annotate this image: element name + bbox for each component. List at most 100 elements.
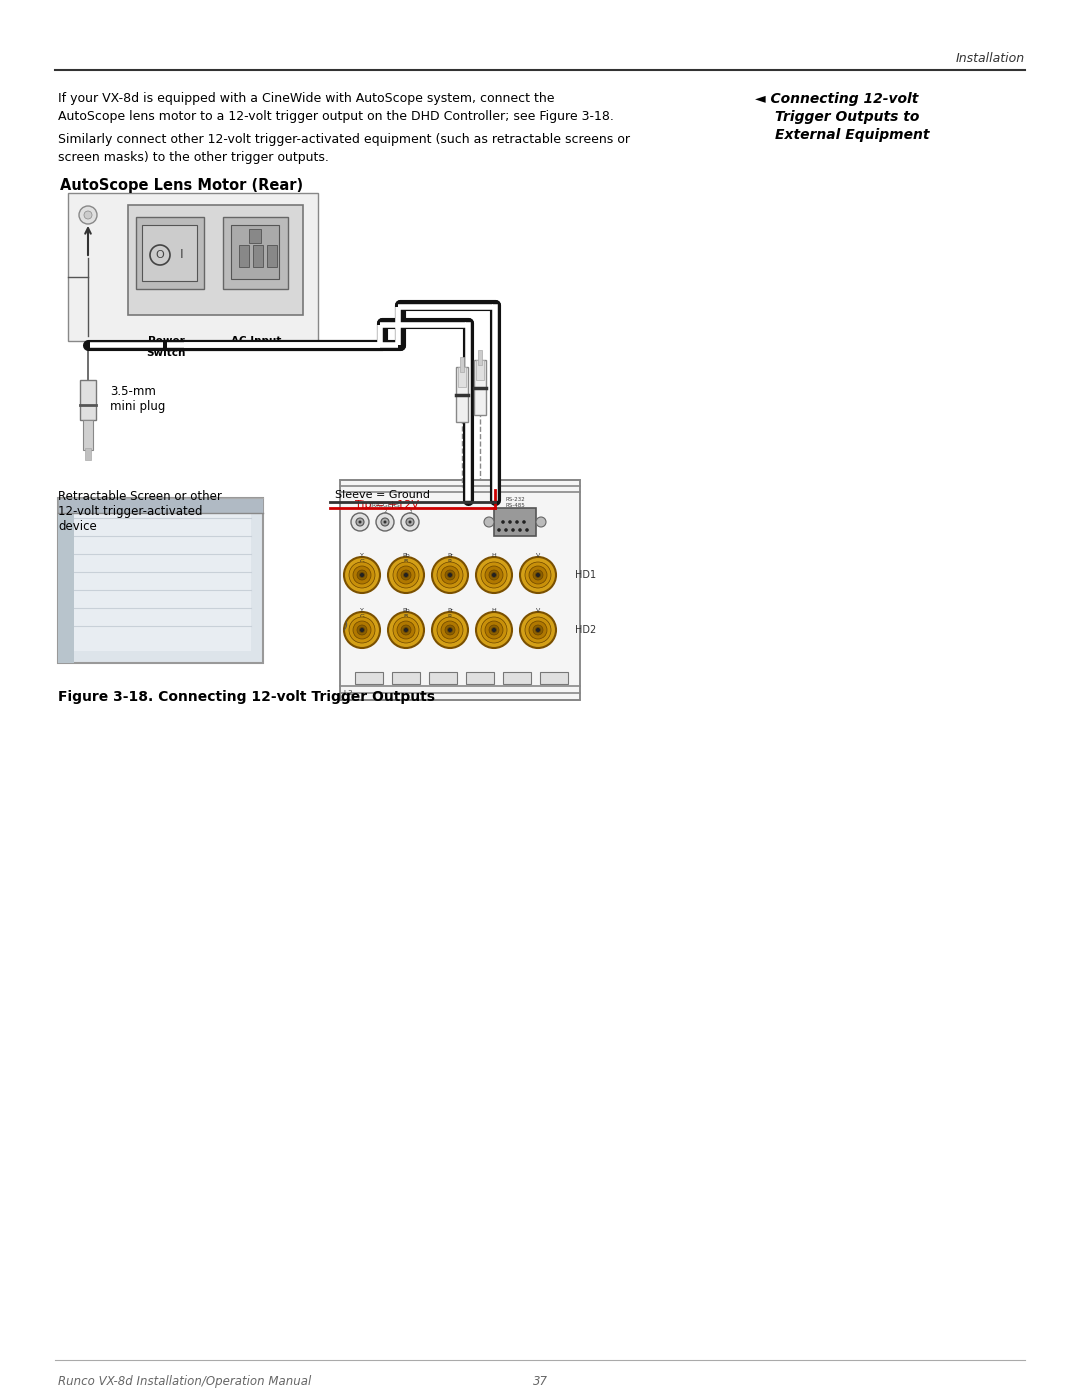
Circle shape xyxy=(79,205,97,224)
Circle shape xyxy=(481,617,507,643)
Circle shape xyxy=(484,517,494,527)
Circle shape xyxy=(432,557,468,592)
Circle shape xyxy=(406,518,414,527)
Circle shape xyxy=(534,624,543,636)
Bar xyxy=(503,672,531,685)
Bar xyxy=(249,229,261,243)
Text: HD2: HD2 xyxy=(575,624,596,636)
Circle shape xyxy=(525,562,551,588)
Bar xyxy=(58,497,75,664)
Circle shape xyxy=(489,624,499,636)
Circle shape xyxy=(534,570,543,580)
Text: Y
G: Y G xyxy=(360,608,364,619)
Circle shape xyxy=(515,520,518,524)
Circle shape xyxy=(388,612,424,648)
Circle shape xyxy=(345,557,380,592)
Text: H: H xyxy=(491,553,497,557)
Circle shape xyxy=(401,624,411,636)
Circle shape xyxy=(445,624,455,636)
Text: H: H xyxy=(491,608,497,613)
Text: Runco VX-8d Installation/Operation Manual: Runco VX-8d Installation/Operation Manua… xyxy=(58,1375,311,1389)
Circle shape xyxy=(519,557,556,592)
Text: I: I xyxy=(180,249,184,261)
Circle shape xyxy=(476,557,512,592)
Circle shape xyxy=(381,518,389,527)
Circle shape xyxy=(360,573,365,577)
Bar xyxy=(85,448,91,460)
Circle shape xyxy=(518,528,522,532)
Text: Sleeve = Ground: Sleeve = Ground xyxy=(335,490,430,500)
Bar xyxy=(253,244,264,267)
Circle shape xyxy=(525,617,551,643)
Circle shape xyxy=(485,622,503,638)
Bar xyxy=(340,481,580,700)
Bar xyxy=(83,420,93,450)
Bar xyxy=(494,509,536,536)
Circle shape xyxy=(476,612,512,648)
Circle shape xyxy=(397,622,415,638)
Circle shape xyxy=(84,211,92,219)
Bar xyxy=(58,497,264,513)
Text: Pr
R: Pr R xyxy=(447,553,454,564)
Circle shape xyxy=(519,612,556,648)
Bar xyxy=(456,367,468,422)
Text: AutoScope lens motor to a 12-volt trigger output on the DHD Controller; see Figu: AutoScope lens motor to a 12-volt trigge… xyxy=(58,110,613,123)
Bar xyxy=(474,360,486,415)
Bar xyxy=(75,506,251,651)
Circle shape xyxy=(351,513,369,531)
Text: ◄ Connecting 12-volt: ◄ Connecting 12-volt xyxy=(755,92,918,106)
Circle shape xyxy=(485,566,503,584)
Bar xyxy=(429,672,457,685)
Bar xyxy=(80,380,96,420)
Text: Figure 3-18. Connecting 12-volt Trigger Outputs: Figure 3-18. Connecting 12-volt Trigger … xyxy=(58,690,435,704)
Text: 3: 3 xyxy=(408,509,411,514)
Bar xyxy=(141,225,197,281)
Text: Installation: Installation xyxy=(956,52,1025,66)
Circle shape xyxy=(150,244,170,265)
Circle shape xyxy=(489,570,499,580)
Circle shape xyxy=(404,573,408,577)
Circle shape xyxy=(432,612,468,648)
Circle shape xyxy=(437,562,463,588)
Text: screen masks) to the other trigger outputs.: screen masks) to the other trigger outpu… xyxy=(58,151,329,163)
Circle shape xyxy=(525,528,529,532)
Circle shape xyxy=(383,521,387,524)
Circle shape xyxy=(376,513,394,531)
Circle shape xyxy=(349,562,375,588)
Bar xyxy=(231,225,279,279)
Circle shape xyxy=(437,617,463,643)
Text: External Equipment: External Equipment xyxy=(775,129,930,142)
Text: 3.5-mm
mini plug: 3.5-mm mini plug xyxy=(110,386,165,414)
Circle shape xyxy=(401,570,411,580)
Text: AutoScope Lens Motor (Rear): AutoScope Lens Motor (Rear) xyxy=(60,177,303,193)
Circle shape xyxy=(401,513,419,531)
Circle shape xyxy=(529,622,546,638)
Circle shape xyxy=(447,573,453,577)
Text: Pb
B: Pb B xyxy=(402,553,409,564)
Bar xyxy=(540,672,568,685)
Bar xyxy=(476,360,484,380)
Text: ): ) xyxy=(343,620,348,630)
Circle shape xyxy=(388,557,424,592)
Circle shape xyxy=(356,518,364,527)
Text: Pb
B: Pb B xyxy=(402,608,409,619)
Circle shape xyxy=(353,622,372,638)
Bar xyxy=(68,193,318,341)
Text: Y
G: Y G xyxy=(360,553,364,564)
Circle shape xyxy=(445,570,455,580)
Circle shape xyxy=(536,573,540,577)
Text: Similarly connect other 12-volt trigger-activated equipment (such as retractable: Similarly connect other 12-volt trigger-… xyxy=(58,133,630,147)
Text: Power
Switch: Power Switch xyxy=(146,337,186,358)
Circle shape xyxy=(397,566,415,584)
Circle shape xyxy=(491,627,497,633)
Circle shape xyxy=(393,562,419,588)
Circle shape xyxy=(408,521,411,524)
Circle shape xyxy=(536,627,540,633)
Bar xyxy=(239,244,249,267)
Bar xyxy=(136,217,204,289)
Bar xyxy=(478,351,482,365)
Text: RS-232
RS-485: RS-232 RS-485 xyxy=(505,497,525,509)
Text: O: O xyxy=(156,250,164,260)
Text: AC Input: AC Input xyxy=(231,337,281,346)
Text: Retractable Screen or other
12-volt trigger-activated
device: Retractable Screen or other 12-volt trig… xyxy=(58,490,221,534)
